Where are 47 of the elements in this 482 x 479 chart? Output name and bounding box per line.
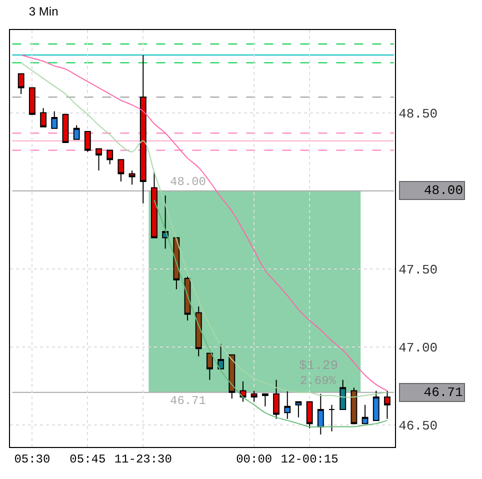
- candlestick: [195, 306, 202, 357]
- candlestick: [250, 390, 258, 402]
- candlestick: [128, 170, 136, 186]
- ref-line-label: 46.71: [424, 385, 463, 400]
- annotation: 48.00: [170, 175, 206, 189]
- x-tick-label: 05:45: [70, 452, 106, 466]
- candlestick: [51, 110, 58, 129]
- x-tick-label: 05:30: [14, 452, 50, 466]
- x-tick-label: 00:00: [236, 452, 272, 466]
- candlestick: [384, 390, 390, 420]
- candlestick: [295, 401, 302, 418]
- ref-line-label: 48.00: [424, 183, 463, 198]
- annotation: 46.71: [170, 394, 206, 408]
- line-series: [154, 200, 388, 428]
- chart-title: 3 Min: [28, 4, 58, 19]
- y-tick-label: 46.50: [398, 418, 438, 434]
- candlestick: [284, 390, 291, 420]
- candlestick: [340, 379, 346, 410]
- candlestick: [96, 148, 102, 172]
- candlestick: [62, 114, 69, 143]
- candlestick: [362, 404, 368, 424]
- candlestick: [162, 195, 169, 250]
- candlestick: [84, 131, 91, 152]
- candlestick: [306, 401, 313, 429]
- candlestick: [18, 73, 24, 95]
- annotation: $1.29: [299, 358, 338, 373]
- candlestick: [273, 379, 280, 420]
- candlestick: [151, 172, 158, 238]
- candlestick: [218, 343, 224, 370]
- y-tick-label: 47.50: [398, 262, 438, 278]
- candlestick: [40, 108, 46, 128]
- y-tick-label: 48.50: [398, 106, 438, 122]
- candlestick: [350, 387, 358, 424]
- candlestick: [106, 150, 114, 165]
- candlestick: [262, 393, 268, 407]
- candlestick: [372, 390, 380, 421]
- y-tick-label: 47.00: [398, 340, 438, 356]
- candlestick: [28, 87, 36, 115]
- candlestick: [328, 404, 335, 432]
- candlestick: [317, 393, 324, 436]
- candlestick: [118, 159, 124, 182]
- candlestick: [228, 354, 236, 400]
- x-tick-label: 12-00:15: [280, 452, 338, 466]
- candlestick: [206, 352, 213, 380]
- annotation: 2.69%: [300, 374, 337, 388]
- x-tick-label: 11-23:30: [114, 452, 172, 466]
- candlestick: [73, 124, 80, 140]
